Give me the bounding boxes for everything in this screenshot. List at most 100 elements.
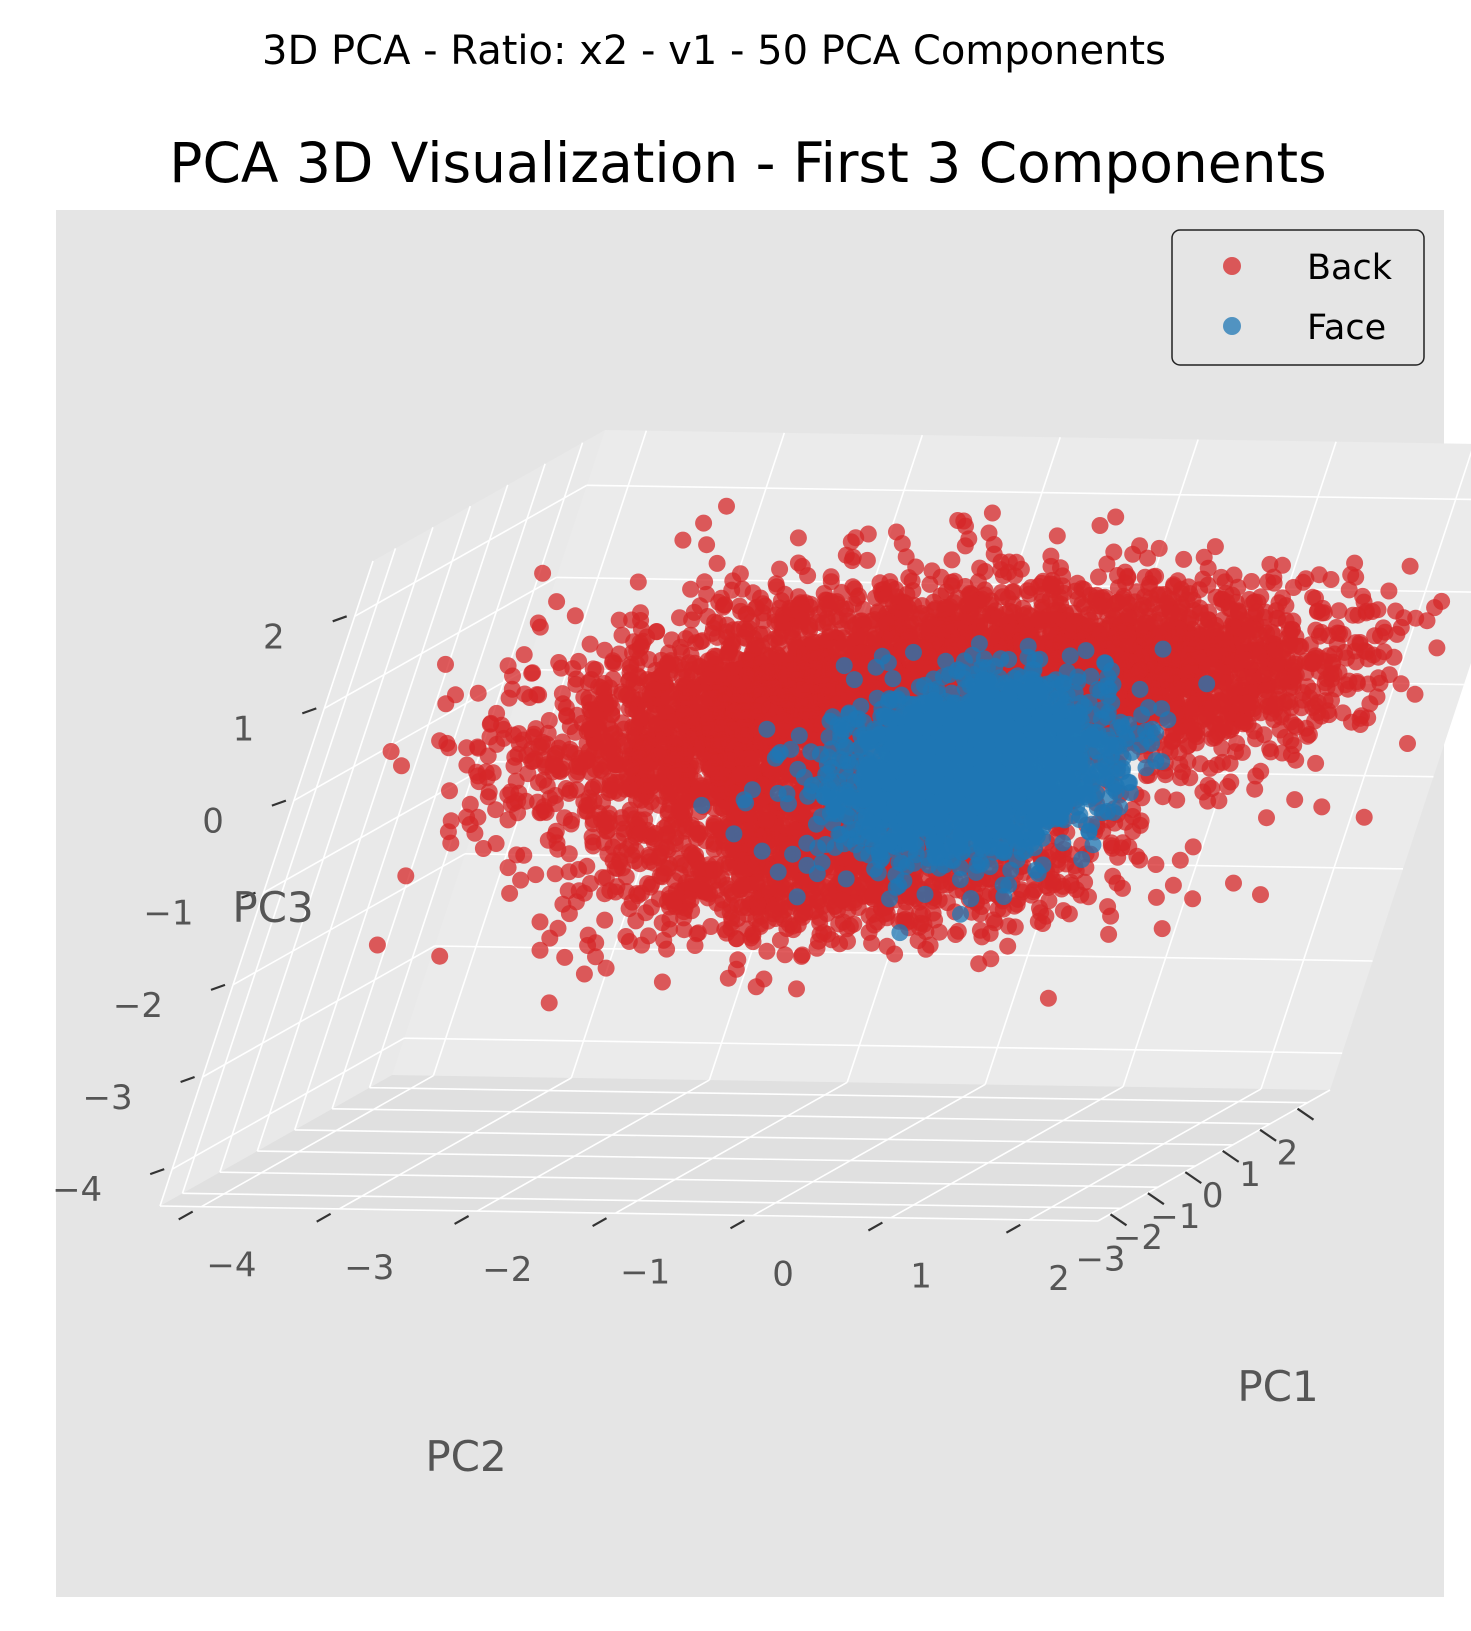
data-point-back xyxy=(1065,617,1083,635)
data-point-back xyxy=(1189,633,1207,651)
grid-line-y-wall xyxy=(219,526,434,1173)
data-point-back xyxy=(1290,637,1308,655)
data-point-back xyxy=(659,749,677,767)
data-point-back xyxy=(1172,769,1189,787)
data-point-back xyxy=(1120,609,1138,627)
data-point-back xyxy=(1234,715,1252,733)
data-point-back xyxy=(1286,791,1304,809)
data-point-back xyxy=(515,646,533,664)
y-tick-mark xyxy=(1222,1149,1240,1163)
data-point-back xyxy=(1310,649,1328,667)
data-point-back xyxy=(368,936,386,954)
grid-line-y-floor xyxy=(294,1129,1233,1146)
data-point-back xyxy=(523,664,541,682)
data-point-back xyxy=(1203,699,1221,717)
data-point-back xyxy=(580,689,598,707)
data-point-back xyxy=(788,980,805,998)
data-point-back xyxy=(942,573,960,591)
data-point-back xyxy=(1286,717,1304,734)
data-point-back xyxy=(882,578,900,596)
data-point-back xyxy=(896,599,914,617)
data-point-back xyxy=(815,631,833,649)
data-point-back xyxy=(1150,539,1168,557)
data-point-back xyxy=(1407,609,1425,627)
data-point-back xyxy=(610,645,628,663)
data-point-back xyxy=(699,608,717,625)
data-point-back xyxy=(715,685,733,703)
data-point-back xyxy=(1308,704,1326,722)
data-point-back xyxy=(503,680,521,698)
data-point-back xyxy=(583,720,601,738)
data-point-back xyxy=(527,866,545,884)
data-point-back xyxy=(931,620,949,638)
data-point-back xyxy=(1206,715,1224,733)
data-point-back xyxy=(903,572,921,590)
data-point-back xyxy=(1347,568,1365,586)
data-point-back xyxy=(844,548,862,566)
data-point-back xyxy=(844,578,862,596)
data-point-back xyxy=(1265,711,1283,729)
data-point-back xyxy=(534,564,552,582)
data-point-back xyxy=(1107,508,1125,526)
data-point-back xyxy=(1220,688,1238,706)
data-point-back xyxy=(581,635,599,653)
data-point-back xyxy=(1181,646,1199,664)
data-point-back xyxy=(1181,678,1199,696)
data-point-back xyxy=(1300,726,1318,743)
z-tick-mark xyxy=(210,983,226,991)
data-point-back xyxy=(993,588,1011,606)
x-tick-mark xyxy=(316,1212,332,1223)
data-point-back xyxy=(1339,680,1357,698)
data-point-back xyxy=(944,634,962,652)
data-point-back xyxy=(626,719,644,737)
data-point-back xyxy=(509,792,527,810)
grid-line-x-floor xyxy=(200,1074,434,1208)
data-point-back xyxy=(1090,568,1107,586)
data-point-back xyxy=(1105,543,1123,561)
data-point-back xyxy=(1208,662,1226,680)
data-point-back xyxy=(1195,548,1213,566)
data-point-back xyxy=(552,659,570,677)
x-tick-mark xyxy=(1005,1223,1021,1234)
data-point-back xyxy=(507,772,525,790)
data-point-back xyxy=(803,668,821,686)
data-point-back xyxy=(990,609,1008,627)
data-point-back xyxy=(708,554,726,572)
data-point-back xyxy=(529,614,547,632)
data-point-back xyxy=(976,581,994,599)
data-point-back xyxy=(735,677,753,695)
data-point-back xyxy=(1380,582,1398,600)
grid-line-z-left-wall xyxy=(323,576,557,710)
data-point-back xyxy=(727,702,745,720)
data-point-back xyxy=(758,663,775,681)
x-tick-mark xyxy=(729,1219,745,1230)
data-point-back xyxy=(1168,791,1186,809)
data-point-back xyxy=(1089,597,1107,615)
data-point-back xyxy=(441,782,458,800)
data-point-back xyxy=(789,529,807,547)
data-point-back xyxy=(637,740,655,758)
data-point-back xyxy=(1340,581,1358,599)
data-point-back xyxy=(1133,616,1151,634)
data-point-back xyxy=(1428,639,1446,657)
data-point-back xyxy=(1223,586,1241,604)
data-point-back xyxy=(765,678,783,696)
data-point-back xyxy=(584,706,601,724)
data-point-back xyxy=(1219,778,1236,795)
grid-line-x-floor xyxy=(1028,1088,1262,1221)
x-tick-mark xyxy=(592,1217,608,1228)
data-point-back xyxy=(610,611,628,629)
data-point-back xyxy=(773,721,791,739)
y-tick-mark xyxy=(1259,1128,1277,1142)
data-point-back xyxy=(469,684,487,702)
data-point-back xyxy=(771,560,789,578)
data-point-back xyxy=(548,593,566,611)
data-point-back xyxy=(1185,601,1203,619)
data-point-back xyxy=(1210,792,1228,810)
data-point-back xyxy=(647,623,665,641)
data-point-back xyxy=(515,846,533,864)
data-point-back xyxy=(632,612,650,629)
data-point-back xyxy=(766,606,784,624)
data-point-back xyxy=(1017,618,1035,636)
